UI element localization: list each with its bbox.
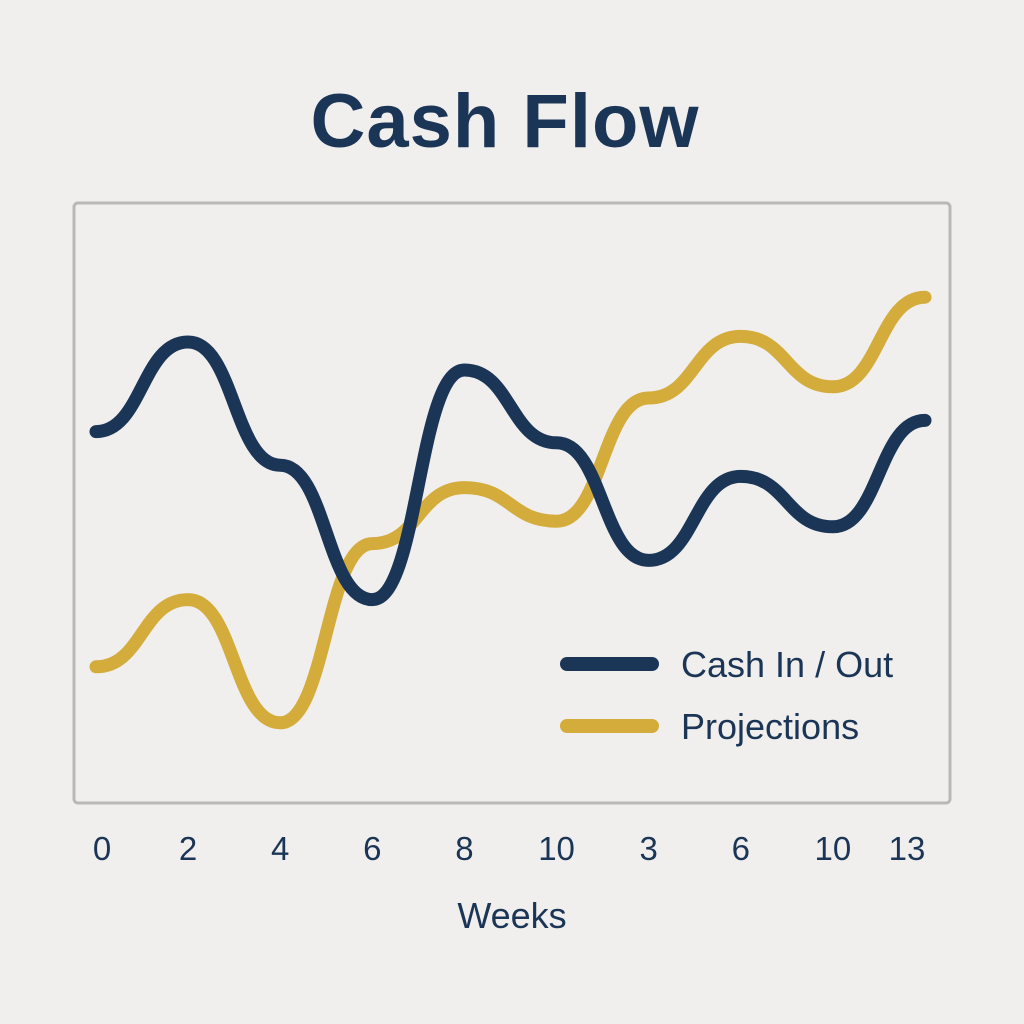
chart-title: Cash Flow xyxy=(310,79,700,164)
x-axis-ticks: 0 2 4 6 8 10 3 6 10 13 xyxy=(93,830,926,867)
x-tick-label: 6 xyxy=(363,830,381,867)
x-tick-label: 6 xyxy=(732,830,750,867)
series-layer xyxy=(89,290,932,730)
x-tick-label: 13 xyxy=(889,830,926,867)
series-line-projections xyxy=(89,290,932,730)
x-tick-label: 8 xyxy=(455,830,473,867)
x-tick-label: 3 xyxy=(639,830,657,867)
series-line-cash-in-out xyxy=(89,335,932,607)
legend-label: Cash In / Out xyxy=(681,644,893,685)
x-tick-label: 10 xyxy=(815,830,852,867)
legend: Cash In / Out Projections xyxy=(560,644,893,747)
x-tick-label: 10 xyxy=(538,830,575,867)
x-axis-title: Weeks xyxy=(457,895,566,936)
x-tick-label: 2 xyxy=(179,830,197,867)
x-tick-label: 0 xyxy=(93,830,111,867)
legend-label: Projections xyxy=(681,706,859,747)
x-tick-label: 4 xyxy=(271,830,289,867)
